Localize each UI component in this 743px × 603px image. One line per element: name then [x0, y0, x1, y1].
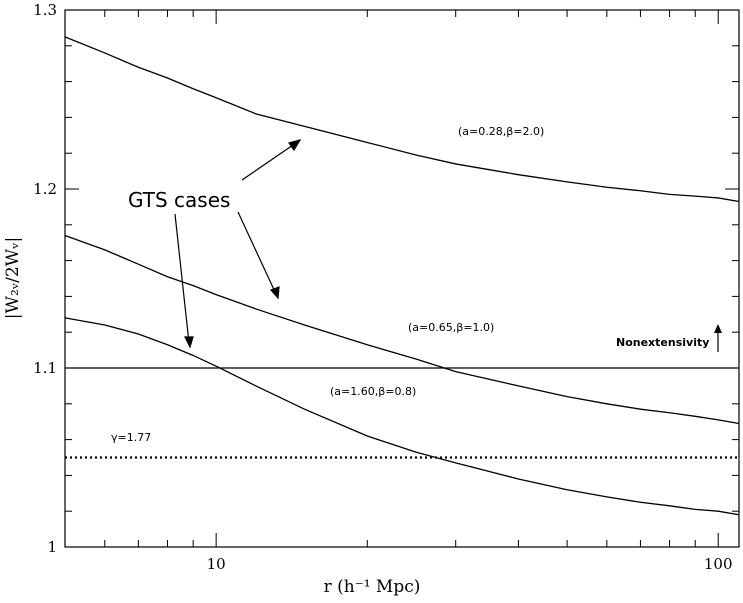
tick-labels: 10 100 1 1.1 1.2 1.3	[33, 1, 732, 573]
plot-frame	[64, 9, 740, 548]
series-label-a160: (a=1.60,β=0.8)	[330, 385, 416, 398]
gts-arrowhead-2	[269, 286, 280, 300]
y-tick-label: 1.2	[33, 180, 57, 198]
y-tick-label: 1	[47, 538, 57, 556]
y-tick-label: 1.3	[33, 1, 57, 19]
y-axis-title: |W₂ᵥ/2Wᵥ|	[3, 237, 23, 319]
gts-arrow-3	[174, 213, 190, 344]
nonextensivity-label: Nonextensivity	[616, 336, 709, 349]
x-tick-label: 100	[704, 555, 733, 573]
gts-arrows	[174, 139, 302, 349]
series-layer	[64, 36, 740, 516]
gts-arrow-1	[241, 142, 297, 181]
series-line-2	[64, 317, 740, 516]
nonextensivity-arrowhead	[714, 324, 722, 333]
x-axis-title: r (h⁻¹ Mpc)	[324, 577, 421, 597]
series-label-a065: (a=0.65,β=1.0)	[408, 321, 494, 334]
series-line-0	[64, 36, 740, 203]
gts-arrowhead-1	[288, 139, 302, 152]
series-label-a028: (a=0.28,β=2.0)	[458, 125, 544, 138]
gamma-label: γ=1.77	[111, 431, 151, 444]
gts-arrowhead-3	[184, 336, 194, 349]
gts-arrow-2	[237, 211, 277, 295]
series-line-1	[64, 234, 740, 425]
y-tick-label: 1.1	[33, 359, 57, 377]
gts-cases-label: GTS cases	[128, 188, 230, 212]
x-tick-label: 10	[207, 555, 226, 573]
tick-marks	[64, 9, 739, 548]
